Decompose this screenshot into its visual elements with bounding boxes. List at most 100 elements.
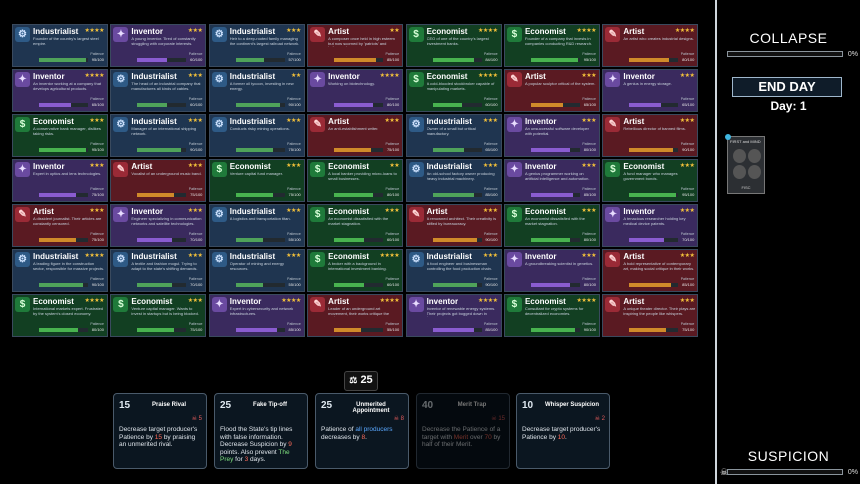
producer-card[interactable]: ✎ Artist ★★★ A bold representative of conte… [602,249,699,292]
patience-bar [334,103,384,107]
producer-card[interactable]: ✎ Artist ★★★ A unique theater director. The… [602,294,699,337]
producer-card[interactable]: ✦ Inventor ★★★ A groundbreaking scientist i… [503,249,600,292]
patience-label: Patience [287,232,301,236]
action-card[interactable]: 10 Whisper Suspicion ☠ 2 Decrease target pr… [516,393,610,469]
producer-card[interactable]: ✦ Inventor ★★★ Expert in optics and lens te… [12,159,108,202]
producer-card[interactable]: $ Economist ★★★ An economist dissatisfied w… [503,204,600,247]
producer-card[interactable]: ✦ Inventor ★★★ A tenacious researcher holdi… [602,204,699,247]
end-day-button[interactable]: END DAY [732,77,842,97]
producer-card[interactable]: ⚙ Industrialist ★★★ Owner of a small but cr… [405,114,502,157]
producer-card[interactable]: ✦ Inventor ★★★ A genius programmer working … [503,159,600,202]
producer-card[interactable]: $ Economist ★★★ Venture capital manager. Wa… [110,294,207,337]
producer-card[interactable]: $ Economist ★★★ An economist dissatisfied w… [307,204,404,247]
action-cost: 10 [522,400,534,411]
producer-class: Economist [623,162,665,171]
producer-card[interactable]: $ Economist ★★★ A conservative bank manager… [12,114,108,157]
producer-card[interactable]: ✎ Artist ★★★ Rebellious director of banned … [602,114,699,157]
patience-fill [432,283,477,287]
producer-description: Heir to a deep-rooted family managing th… [229,37,300,46]
patience-fill [334,58,376,62]
producer-description: A groundbreaking scientist in genetics. [524,262,594,266]
producer-card[interactable]: ✦ Inventor ★★★★ Expert in cybersecurity and… [208,294,305,337]
day-counter: Day: 1 [717,99,860,113]
producer-card[interactable]: ✎ Artist ★★★ An anti-establishment writer. P… [307,114,404,157]
producer-card[interactable]: ✦ Inventor ★★★★ Working on biotechnology. Pa… [307,69,404,112]
merit-stars: ★★★ [286,28,301,34]
merit-stars: ★★★★ [576,28,596,34]
producer-card[interactable]: $ Economist ★★★★ CEO of one of the country'… [405,24,502,67]
producer-card[interactable]: ⚙ Industrialist ★★ A former oil tycoon, inv… [208,69,305,112]
patience-fill [530,238,571,242]
producer-card[interactable]: $ Economist ★★ A local banker providing mic… [307,159,404,202]
patience-bar [530,103,580,107]
producer-card[interactable]: ✦ Inventor ★★★★ Inventor of renewable energ… [405,294,502,337]
producer-description: Inventor of renewable energy systems. Th… [426,307,496,317]
gear-icon: ⚙ [408,162,424,177]
producer-class: Economist [33,297,74,306]
producer-description: A logistics and transportation titan. [229,217,291,221]
producer-card[interactable]: ✎ Artist ★★★ A renowned architect. Their cr… [405,204,502,247]
patience-fill [432,193,475,197]
patience-value: 95/100 [91,147,104,152]
producer-card[interactable]: ⚙ Industrialist ★★★ The head of an industri… [110,69,207,112]
producer-card[interactable]: ⚙ Industrialist ★★★★ Founder of the country… [12,24,108,67]
producer-card[interactable]: $ Economist ★★★★ A broker with a background… [307,249,404,292]
producer-description: Engineer specializing in communication n… [131,217,202,226]
patience-bar [629,193,679,197]
producer-card[interactable]: $ Economist ★★★★ International markets expe… [12,294,108,337]
patience-fill [530,283,571,287]
producer-card[interactable]: ✎ Artist ★★★ A dissident journalist. Their … [12,204,108,247]
producer-card[interactable]: ⚙ Industrialist ★★★ Heir to a deep-rooted f… [208,24,305,67]
producer-description: A popular sculptor critical of the syste… [524,82,596,86]
producer-class: Artist [426,207,448,216]
patience-bar [235,193,285,197]
gear-icon: ⚙ [113,117,129,132]
producer-card[interactable]: ⚙ Industrialist ★★★ A food engineer and bus… [405,249,502,292]
patience-label: Patience [582,97,596,101]
producer-class: Artist [623,297,645,306]
producer-card[interactable]: $ Economist ★★★ Venture capital fund manage… [208,159,305,202]
producer-class: Inventor [131,27,163,36]
patience-label: Patience [582,187,596,191]
patience-fill [432,328,475,332]
producer-card[interactable]: ✦ Inventor ★★★ An unsuccessful software dev… [503,114,600,157]
patience-value: 90/100 [91,282,104,287]
risk-value: 5 [198,416,202,422]
mini-card[interactable]: FIRST and MIND FISC [725,134,765,194]
producer-card[interactable]: ⚙ Industrialist ★★★★ A leading figure in th… [12,249,108,292]
producer-card[interactable]: ✎ Artist ★★★ Vocalist of an underground mus… [110,159,207,202]
producer-card[interactable]: $ Economist ★★★★ Founder of a company that … [503,24,600,67]
producer-card[interactable]: ⚙ Industrialist ★★★ Manager of an internati… [110,114,207,157]
producer-card[interactable]: ⚙ Industrialist ★★★ Operator of mining and … [208,249,305,292]
producer-card[interactable]: $ Economist ★★★ A fund manager who manages … [602,159,699,202]
producer-card[interactable]: ⚙ Industrialist ★★★ A textile and fashion m… [110,249,207,292]
patience-label: Patience [483,142,498,146]
patience-bar [432,193,482,197]
patience-value: 90/100 [583,327,596,332]
action-card[interactable]: 25 Fake Tip-off Flood the State's tip line… [214,393,308,469]
producer-class: Economist [33,117,74,126]
patience-bar [235,58,285,62]
patience-label: Patience [90,277,104,281]
action-card[interactable]: 40 Merit Trap ☠ 15 Decrease the Patience of… [416,393,510,469]
producer-description: A genius in energy storage. [623,82,672,86]
producer-card[interactable]: ✦ Inventor ★★★ A young inventor. Tired of c… [110,24,207,67]
producer-card[interactable]: ✦ Inventor ★★★★ An inventor working at a co… [12,69,108,112]
patience-label: Patience [188,52,203,56]
producer-card[interactable]: ✎ Artist ★★★★ An artist who creates industr… [602,24,699,67]
producer-card[interactable]: ✎ Artist ★★ A composer once held in high es… [307,24,404,67]
budget-value: 25 [360,374,373,386]
producer-card[interactable]: $ Economist ★★★★ Consultant for crypto syst… [503,294,600,337]
producer-card[interactable]: ✎ Artist ★★★★ Leader of an underground art … [307,294,404,337]
producer-card[interactable]: ✦ Inventor ★★★ Engineer specializing in com… [110,204,207,247]
producer-card[interactable]: ⚙ Industrialist ★★★ An old-school factory o… [405,159,502,202]
action-card[interactable]: 25 Unmerited Appointment ☠ 8 Patience of al… [315,393,409,469]
patience-bar [432,238,482,242]
producer-card[interactable]: ✦ Inventor ★★★ A genius in energy storage. P… [602,69,699,112]
producer-card[interactable]: $ Economist ★★★★ A cold-blooded stockbroker… [405,69,502,112]
producer-card[interactable]: ✎ Artist ★★★ A popular sculptor critical of… [503,69,600,112]
action-card[interactable]: 15 Praise Rival ☠ 5 Decrease target produce… [113,393,207,469]
merit-stars: ★★★★ [674,28,695,34]
producer-card[interactable]: ⚙ Industrialist ★★★ Conducts risky mining o… [208,114,305,157]
producer-card[interactable]: ⚙ Industrialist ★★★ A logistics and transpo… [208,204,305,247]
